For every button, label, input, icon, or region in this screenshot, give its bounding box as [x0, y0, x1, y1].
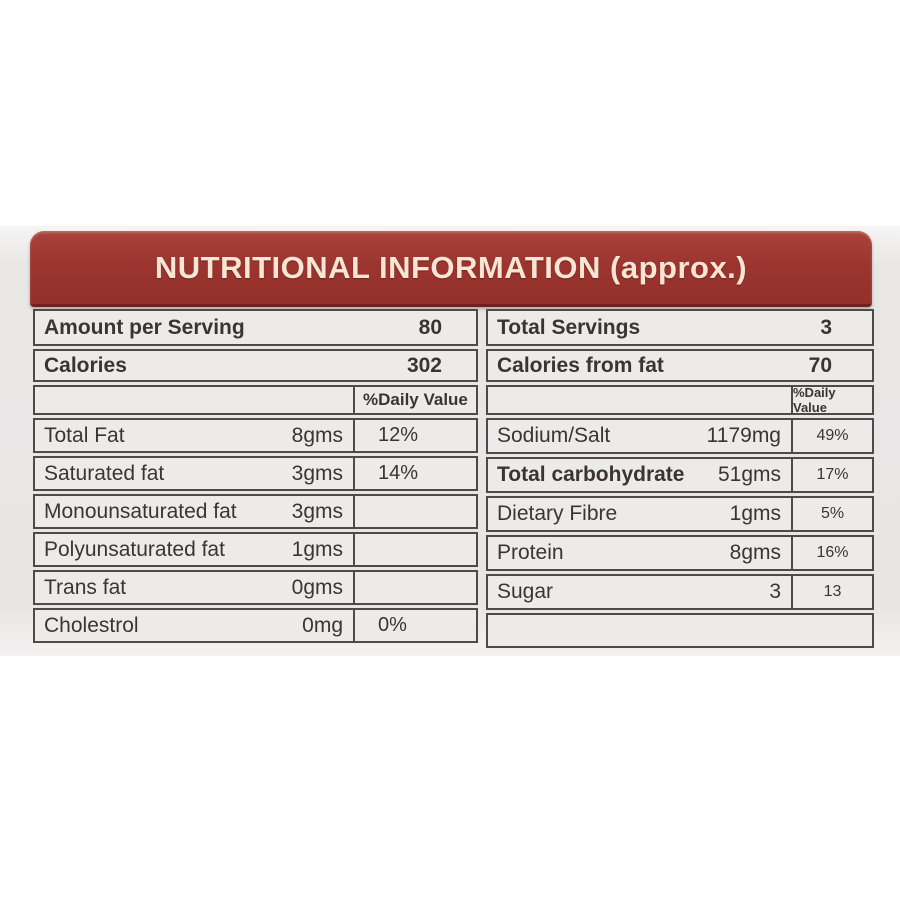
nutrient-name: Sodium/Salt: [497, 424, 611, 447]
left-daily-value-header: %Daily Value: [355, 385, 478, 415]
nutrient-row-protein: Protein 8gms 16%: [486, 535, 874, 571]
left-daily-value-header-row: %Daily Value: [33, 385, 478, 415]
empty-cell: [486, 385, 793, 415]
nutrient-daily-value: 13: [793, 574, 874, 610]
nutrient-daily-value: 0%: [355, 608, 478, 643]
nutrient-amount: 3gms: [291, 499, 343, 523]
nutrient-name: Saturated fat: [44, 461, 165, 485]
nutrient-amount: 1gms: [291, 537, 343, 561]
nutrient-name: Total Fat: [44, 423, 125, 447]
nutrient-amount: 1179mg: [706, 424, 781, 447]
nutrient-daily-value: [355, 532, 478, 567]
nutrient-amount: 1gms: [729, 502, 781, 525]
nutrient-row-total-carbohydrate: Total carbohydrate 51gms 17%: [486, 457, 874, 493]
nutrient-row-sodium-salt: Sodium/Salt 1179mg 49%: [486, 418, 874, 454]
nutrient-daily-value: 17%: [793, 457, 874, 493]
amount-per-serving-value: 80: [418, 315, 442, 339]
nutrient-name: Dietary Fibre: [497, 502, 618, 525]
nutrient-amount: 51gms: [717, 463, 781, 486]
nutrient-daily-value: 14%: [355, 456, 478, 491]
right-daily-value-header: %Daily Value: [793, 385, 874, 415]
nutrient-row-dietary-fibre: Dietary Fibre 1gms 5%: [486, 496, 874, 532]
nutrient-daily-value: [355, 570, 478, 605]
nutrient-row-sugar: Sugar 3 13: [486, 574, 874, 610]
nutrient-row-saturated-fat: Saturated fat 3gms 14%: [33, 456, 478, 491]
nutrient-row-total-fat: Total Fat 8gms 12%: [33, 418, 478, 453]
right-daily-value-header-row: %Daily Value: [486, 385, 874, 415]
nutrient-daily-value: 49%: [793, 418, 874, 454]
calories-from-fat-label: Calories from fat: [497, 353, 664, 377]
amount-per-serving-row: Amount per Serving 80: [33, 309, 478, 346]
total-servings-row: Total Servings 3: [486, 309, 874, 346]
nutrition-header-band: NUTRITIONAL INFORMATION (approx.): [30, 231, 872, 307]
nutrient-name: Polyunsaturated fat: [44, 537, 225, 561]
calories-value: 302: [406, 353, 442, 377]
empty-cell: [33, 385, 355, 415]
nutrient-amount: 3: [769, 580, 781, 603]
nutrient-row-cholestrol: Cholestrol 0mg 0%: [33, 608, 478, 643]
nutrient-daily-value: [355, 494, 478, 529]
nutrient-name: Monounsaturated fat: [44, 499, 237, 523]
nutrient-amount: 8gms: [291, 423, 343, 447]
nutrient-amount: 3gms: [291, 461, 343, 485]
nutrient-name: Total carbohydrate: [497, 463, 685, 486]
empty-bottom-row: [486, 613, 874, 648]
amount-per-serving-label: Amount per Serving: [44, 315, 245, 339]
nutrient-row-trans-fat: Trans fat 0gms: [33, 570, 478, 605]
nutrient-amount: 8gms: [729, 541, 781, 564]
total-servings-label: Total Servings: [497, 315, 641, 339]
nutrient-name: Cholestrol: [44, 613, 139, 637]
nutrient-amount: 0gms: [291, 575, 343, 599]
nutrient-row-polyunsaturated-fat: Polyunsaturated fat 1gms: [33, 532, 478, 567]
calories-row: Calories 302: [33, 349, 478, 382]
nutrient-daily-value: 12%: [355, 418, 478, 453]
nutrient-name: Sugar: [497, 580, 554, 603]
total-servings-value: 3: [820, 315, 832, 339]
nutrient-row-monounsaturated-fat: Monounsaturated fat 3gms: [33, 494, 478, 529]
left-table: Amount per Serving 80 Calories 302 %Dail…: [33, 309, 478, 646]
nutrition-header-title: NUTRITIONAL INFORMATION (approx.): [154, 249, 748, 285]
right-table: Total Servings 3 Calories from fat 70 %D…: [486, 309, 874, 648]
calories-from-fat-value: 70: [808, 353, 832, 377]
nutrient-name: Protein: [497, 541, 564, 564]
nutrient-daily-value: 16%: [793, 535, 874, 571]
calories-label: Calories: [44, 353, 127, 377]
nutrient-name: Trans fat: [44, 575, 127, 599]
nutrient-daily-value: 5%: [793, 496, 874, 532]
calories-from-fat-row: Calories from fat 70: [486, 349, 874, 382]
nutrient-amount: 0mg: [302, 613, 343, 637]
